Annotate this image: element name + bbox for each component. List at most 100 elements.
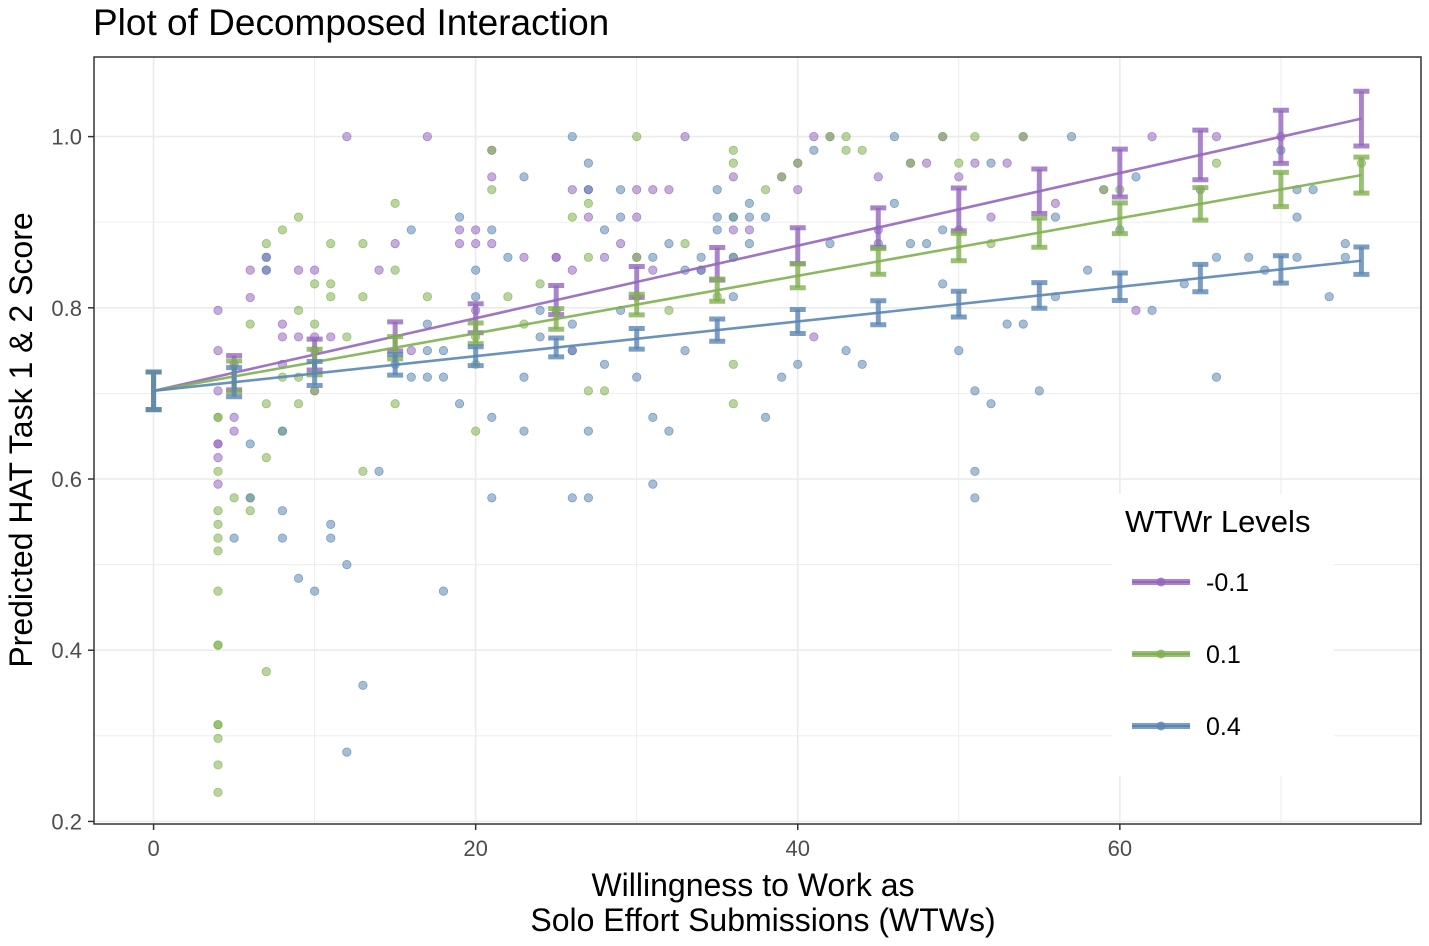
data-point [454,399,465,409]
data-point [599,252,610,262]
data-point [648,412,658,422]
data-point [970,466,980,476]
data-point [229,533,239,543]
data-point [841,346,851,356]
data-point [213,733,223,743]
data-point [599,359,610,369]
data-point [1340,239,1350,249]
data-point [825,132,835,142]
data-point [438,372,449,382]
data-point [1211,158,1222,168]
error-bar [709,316,726,344]
error-bar [1353,154,1370,196]
data-point [503,292,513,302]
y-axis-title: Predicted HAT Task 1 & 2 Score [3,212,39,667]
data-point [213,533,223,543]
data-point [535,279,545,289]
data-point [567,493,577,503]
data-point [261,667,271,677]
data-point [744,239,755,249]
data-point [438,586,449,596]
data-point [342,747,352,757]
data-point [213,412,223,422]
data-point [696,252,706,262]
error-bar [1353,244,1370,277]
data-point [599,225,610,235]
data-point [1147,305,1157,315]
error-bar [1111,270,1128,303]
data-point [535,332,545,342]
x-tick-label: 20 [463,836,487,861]
error-bar [789,306,806,336]
x-tick-label: 40 [786,836,810,861]
data-point [551,252,561,262]
x-tick-label: 60 [1108,836,1132,861]
error-bar [548,306,565,332]
error-bar [628,326,645,352]
data-point [342,132,352,142]
data-point [358,680,368,690]
error-bar [1111,146,1128,200]
data-point [277,332,288,342]
data-point [857,145,867,155]
y-tick-label: 1.0 [51,125,82,150]
data-point [454,212,465,222]
data-point [583,493,594,503]
data-point [648,479,658,489]
data-point [519,426,529,436]
data-point [487,225,497,235]
data-point [213,640,223,650]
data-point [664,426,674,436]
error-bar [467,320,484,347]
error-bar [306,359,323,388]
data-point [728,145,738,155]
data-point [583,185,594,195]
data-point [390,198,400,208]
data-point [261,265,271,275]
data-point [744,225,755,235]
error-bar [226,365,243,400]
data-point [567,319,577,329]
data-point [680,239,690,249]
data-point [277,506,288,516]
data-point [938,225,948,235]
data-point [1066,132,1077,142]
data-point [712,225,722,235]
data-point [487,493,497,503]
error-bar [1353,88,1370,149]
data-point [358,466,368,476]
data-point [954,172,964,182]
data-point [471,265,481,275]
data-point [213,586,223,596]
error-bar [387,352,404,378]
series-line [153,259,1362,393]
x-axis-title-line-2: Solo Effort Submissions (WTWs) [530,902,995,938]
data-point [938,132,948,142]
data-point [809,332,819,342]
data-point [213,519,223,529]
data-point [1050,198,1061,208]
data-point [889,132,899,142]
data-point [905,158,916,168]
data-point [213,386,223,396]
series-line [153,173,1362,393]
data-point [632,185,642,195]
data-point [519,252,529,262]
data-point [809,145,819,155]
data-point [1292,212,1302,222]
data-point [954,346,964,356]
legend: WTWr Levels -0.1 0.1 0.4 [1112,494,1334,776]
error-bar [1192,261,1209,295]
data-point [310,319,320,329]
plot-panel-border [93,56,1422,825]
data-point [277,225,288,235]
data-point [728,172,738,182]
data-point [583,158,594,168]
error-bar [1272,107,1289,166]
data-point [293,212,304,222]
data-point [454,225,465,235]
data-point [1244,252,1254,262]
chart-title: Plot of Decomposed Interaction [93,2,609,43]
data-point [422,372,432,382]
data-point [519,172,529,182]
